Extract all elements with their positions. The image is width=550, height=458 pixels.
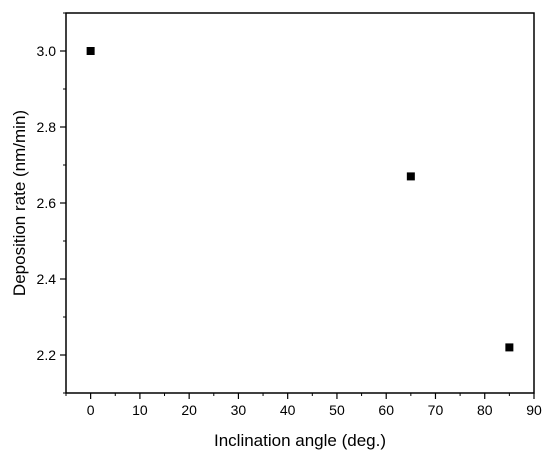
y-axis-title: Deposition rate (nm/min) (10, 110, 29, 296)
x-tick-label: 10 (132, 402, 148, 418)
plot-frame (65, 12, 535, 394)
y-tick-label: 3.0 (37, 43, 57, 59)
data-point-marker (406, 172, 415, 181)
x-tick-label: 20 (181, 402, 197, 418)
x-tick-label: 90 (526, 402, 542, 418)
x-axis-ticks: 0 10 20 30 40 50 60 70 80 90 (65, 393, 542, 418)
data-point-marker (505, 343, 514, 352)
y-axis-ticks: 2.2 2.4 2.6 2.8 3.0 (37, 12, 66, 394)
x-tick-label: 50 (329, 402, 345, 418)
data-point-marker (86, 47, 95, 55)
x-tick-label: 40 (280, 402, 296, 418)
x-axis-title: Inclination angle (deg.) (214, 431, 386, 450)
x-tick-label: 80 (477, 402, 493, 418)
x-tick-label: 30 (231, 402, 247, 418)
x-tick-label: 60 (378, 402, 394, 418)
data-points (86, 47, 514, 352)
x-tick-label: 0 (87, 402, 95, 418)
y-tick-label: 2.8 (37, 119, 57, 135)
y-tick-label: 2.4 (37, 271, 57, 287)
y-tick-label: 2.2 (37, 347, 57, 363)
x-tick-label: 70 (428, 402, 444, 418)
y-tick-label: 2.6 (37, 195, 57, 211)
